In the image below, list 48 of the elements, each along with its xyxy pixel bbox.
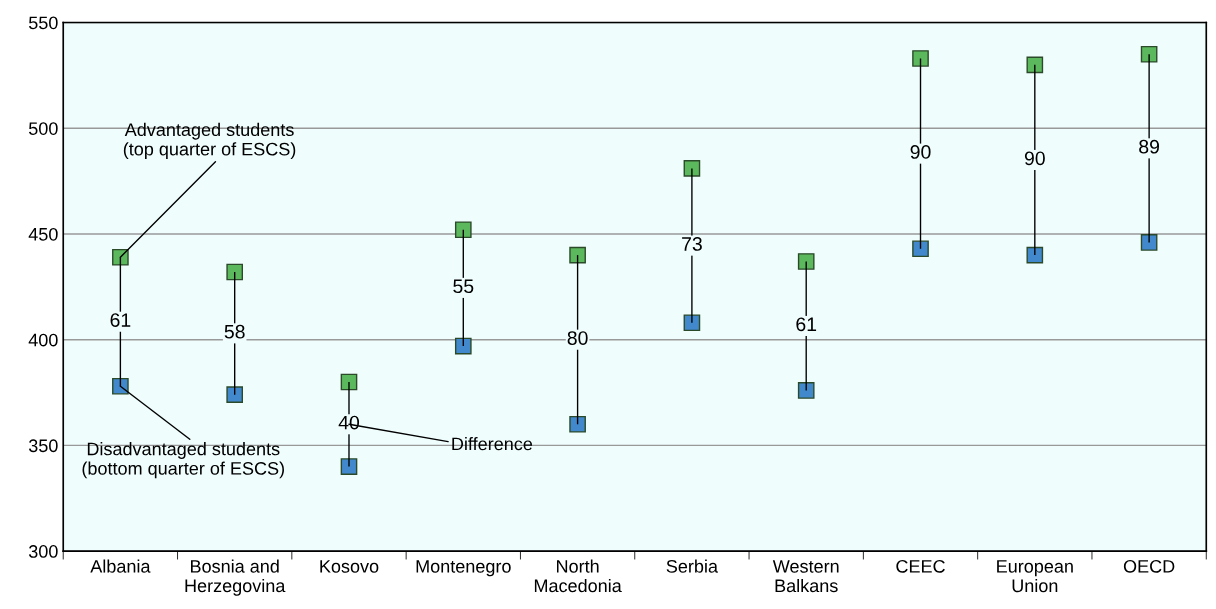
y-tick-label: 550 xyxy=(28,16,58,30)
point xyxy=(797,382,815,399)
y-tick-label: 500 xyxy=(28,122,58,135)
point xyxy=(226,386,244,404)
data-label: 61 xyxy=(110,313,131,327)
y-tick-label: 300 xyxy=(28,545,58,558)
point xyxy=(912,50,929,67)
point xyxy=(569,246,586,264)
x-tick-label: Montenegro xyxy=(416,560,511,577)
point xyxy=(1140,45,1158,63)
y-tick-label: 450 xyxy=(28,227,58,241)
y-tick-label: 400 xyxy=(28,333,58,347)
data-label: 80 xyxy=(567,331,588,345)
y-tick-label: 350 xyxy=(28,439,58,453)
point xyxy=(683,314,701,332)
data-label: 61 xyxy=(796,317,817,332)
x-tick-label: North Macedonia xyxy=(534,559,622,593)
data-label: 40 xyxy=(338,415,360,430)
data-label: 58 xyxy=(224,324,245,339)
point xyxy=(454,337,472,355)
annotation: Difference xyxy=(452,437,533,451)
x-tick-label: OECD xyxy=(1123,559,1175,573)
point xyxy=(226,263,244,281)
point xyxy=(1026,246,1044,264)
x-tick-label: Bosnia and Herzegovina xyxy=(185,559,286,596)
point xyxy=(340,458,358,475)
x-tick-label: Serbia xyxy=(666,559,718,573)
data-label: 90 xyxy=(1024,151,1045,166)
data-label: 55 xyxy=(453,279,474,294)
point xyxy=(112,377,129,395)
x-tick-label: European Union xyxy=(997,560,1073,593)
data-label: 89 xyxy=(1139,139,1160,154)
point xyxy=(797,253,815,270)
x-tick-label: CEEC xyxy=(896,559,945,573)
data-label: 90 xyxy=(910,145,931,159)
point xyxy=(454,221,472,239)
annotation: Advantaged students (top quarter of ESCS) xyxy=(123,122,296,160)
x-tick-label: Western Balkans xyxy=(772,560,839,593)
point xyxy=(912,240,929,258)
point xyxy=(569,415,586,433)
point xyxy=(683,160,701,177)
point xyxy=(112,248,129,266)
x-tick-label: Albania xyxy=(90,559,151,573)
x-tick-label: Kosovo xyxy=(320,560,379,573)
point xyxy=(1140,234,1158,251)
data-label: 73 xyxy=(682,237,702,251)
point xyxy=(1026,56,1044,74)
annotation: Disadvantaged students (bottom quarter of ESCS) xyxy=(82,442,284,479)
